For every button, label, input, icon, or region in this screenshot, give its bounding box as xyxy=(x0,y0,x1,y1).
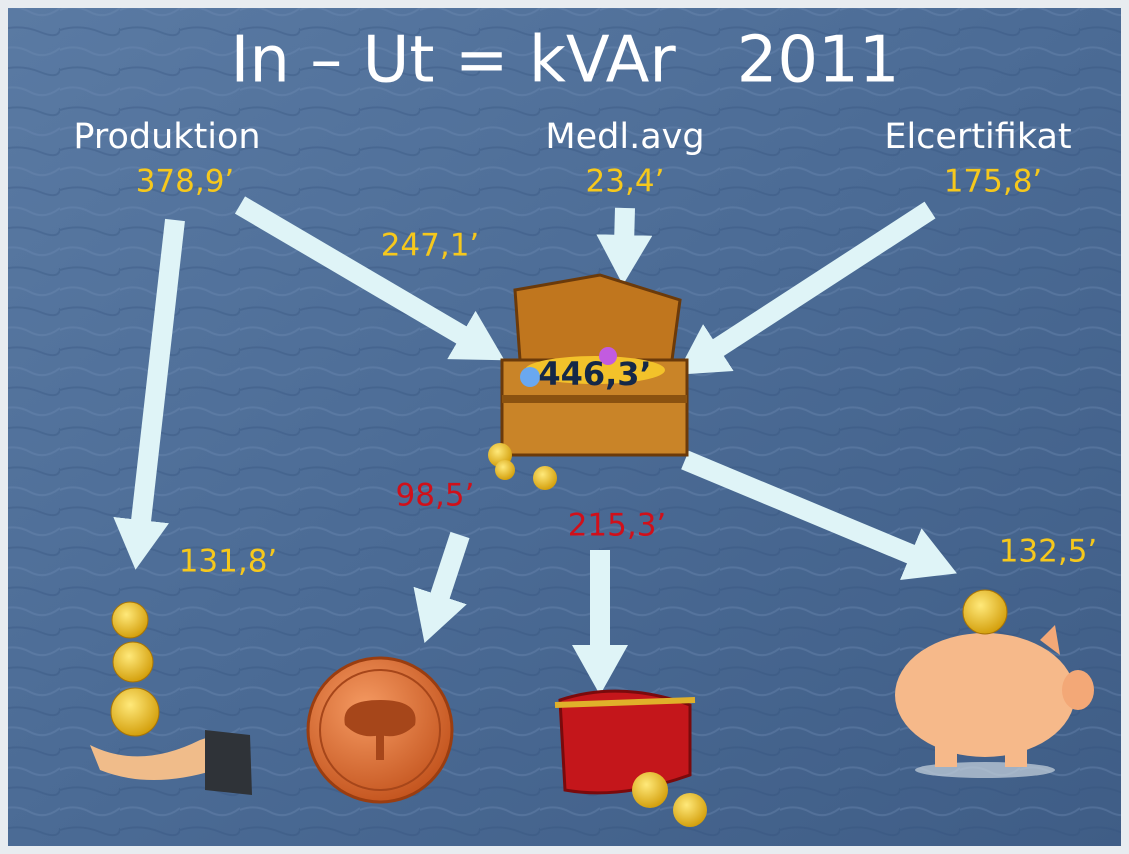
source-label: Produktion xyxy=(73,117,260,157)
output-amount: 215,3’ xyxy=(568,508,667,544)
source-amount: 378,9’ xyxy=(136,164,235,200)
slide: In – Ut = kVAr 2011 Produktion 378,9’ Me… xyxy=(0,0,1129,854)
output-amount: 132,5’ xyxy=(999,534,1098,570)
arrow xyxy=(624,208,625,245)
output-amount: 131,8’ xyxy=(179,544,278,580)
output-amount: 98,5’ xyxy=(396,478,475,514)
source-label: Elcertifikat xyxy=(884,117,1071,157)
source-amount: 175,8’ xyxy=(944,164,1043,200)
flow-amount: 247,1’ xyxy=(381,228,480,264)
title: In – Ut = kVAr 2011 xyxy=(230,24,899,98)
chest-total: 446,3’ xyxy=(538,355,651,393)
coin xyxy=(308,658,452,802)
source-amount: 23,4’ xyxy=(586,164,665,200)
source-label: Medl.avg xyxy=(545,117,704,157)
